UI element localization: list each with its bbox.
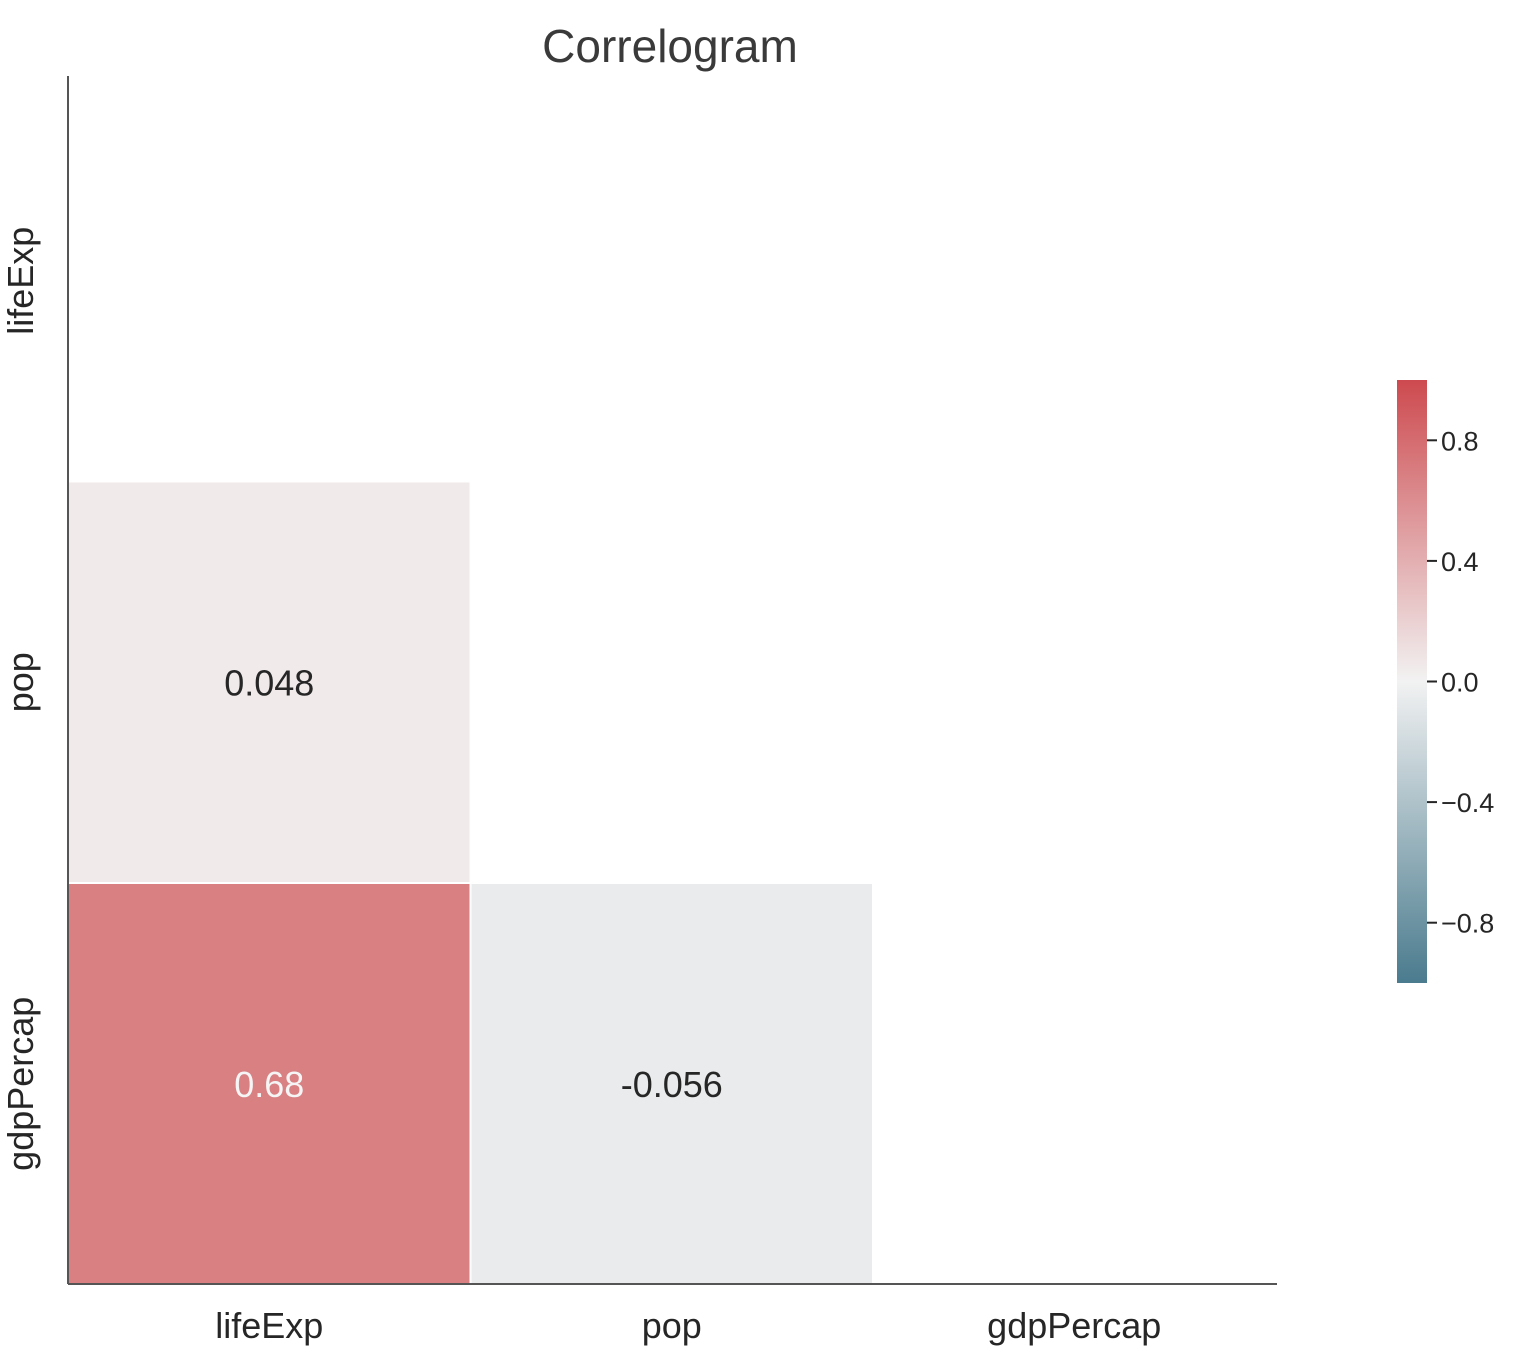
colorbar-tick-label: 0.8 (1441, 426, 1479, 456)
heatmap-cell-gdpPercap-pop (469, 882, 874, 1286)
y-tick-labels: lifeExp pop gdpPercap (0, 227, 41, 1171)
x-tick-labels: lifeExp pop gdpPercap (215, 1305, 1161, 1346)
cell-value-label-pop-lifeExp: 0.048 (224, 662, 314, 703)
x-tick-label-lifeExp: lifeExp (215, 1305, 323, 1346)
x-tick-label-pop: pop (642, 1305, 702, 1346)
x-tick-label-gdpPercap: gdpPercap (987, 1305, 1161, 1346)
colorbar-tick-label: 0.0 (1441, 668, 1479, 698)
cell-value-label-gdpPercap-pop: -0.056 (621, 1064, 723, 1105)
y-tick-label-lifeExp: lifeExp (0, 227, 41, 335)
colorbar-tick-label: 0.4 (1441, 547, 1479, 577)
colorbar-gradient (1397, 380, 1427, 983)
colorbar: 0.8 0.4 0.0 −0.4 −0.8 (1397, 380, 1494, 983)
y-tick-label-gdpPercap: gdpPercap (0, 997, 41, 1171)
y-tick-label-pop: pop (0, 652, 41, 712)
colorbar-tick-label: −0.8 (1441, 909, 1494, 939)
heatmap-cell-pop-lifeExp (67, 480, 472, 884)
heatmap-cell-gdpPercap-lifeExp (67, 882, 472, 1286)
cell-value-label-gdpPercap-lifeExp: 0.68 (234, 1064, 304, 1105)
heatmap-cells: 0.048 0.68 -0.056 (67, 480, 874, 1286)
colorbar-ticks: 0.8 0.4 0.0 −0.4 −0.8 (1427, 426, 1494, 939)
colorbar-tick-label: −0.4 (1441, 788, 1494, 818)
chart-title: Correlogram (542, 20, 798, 72)
